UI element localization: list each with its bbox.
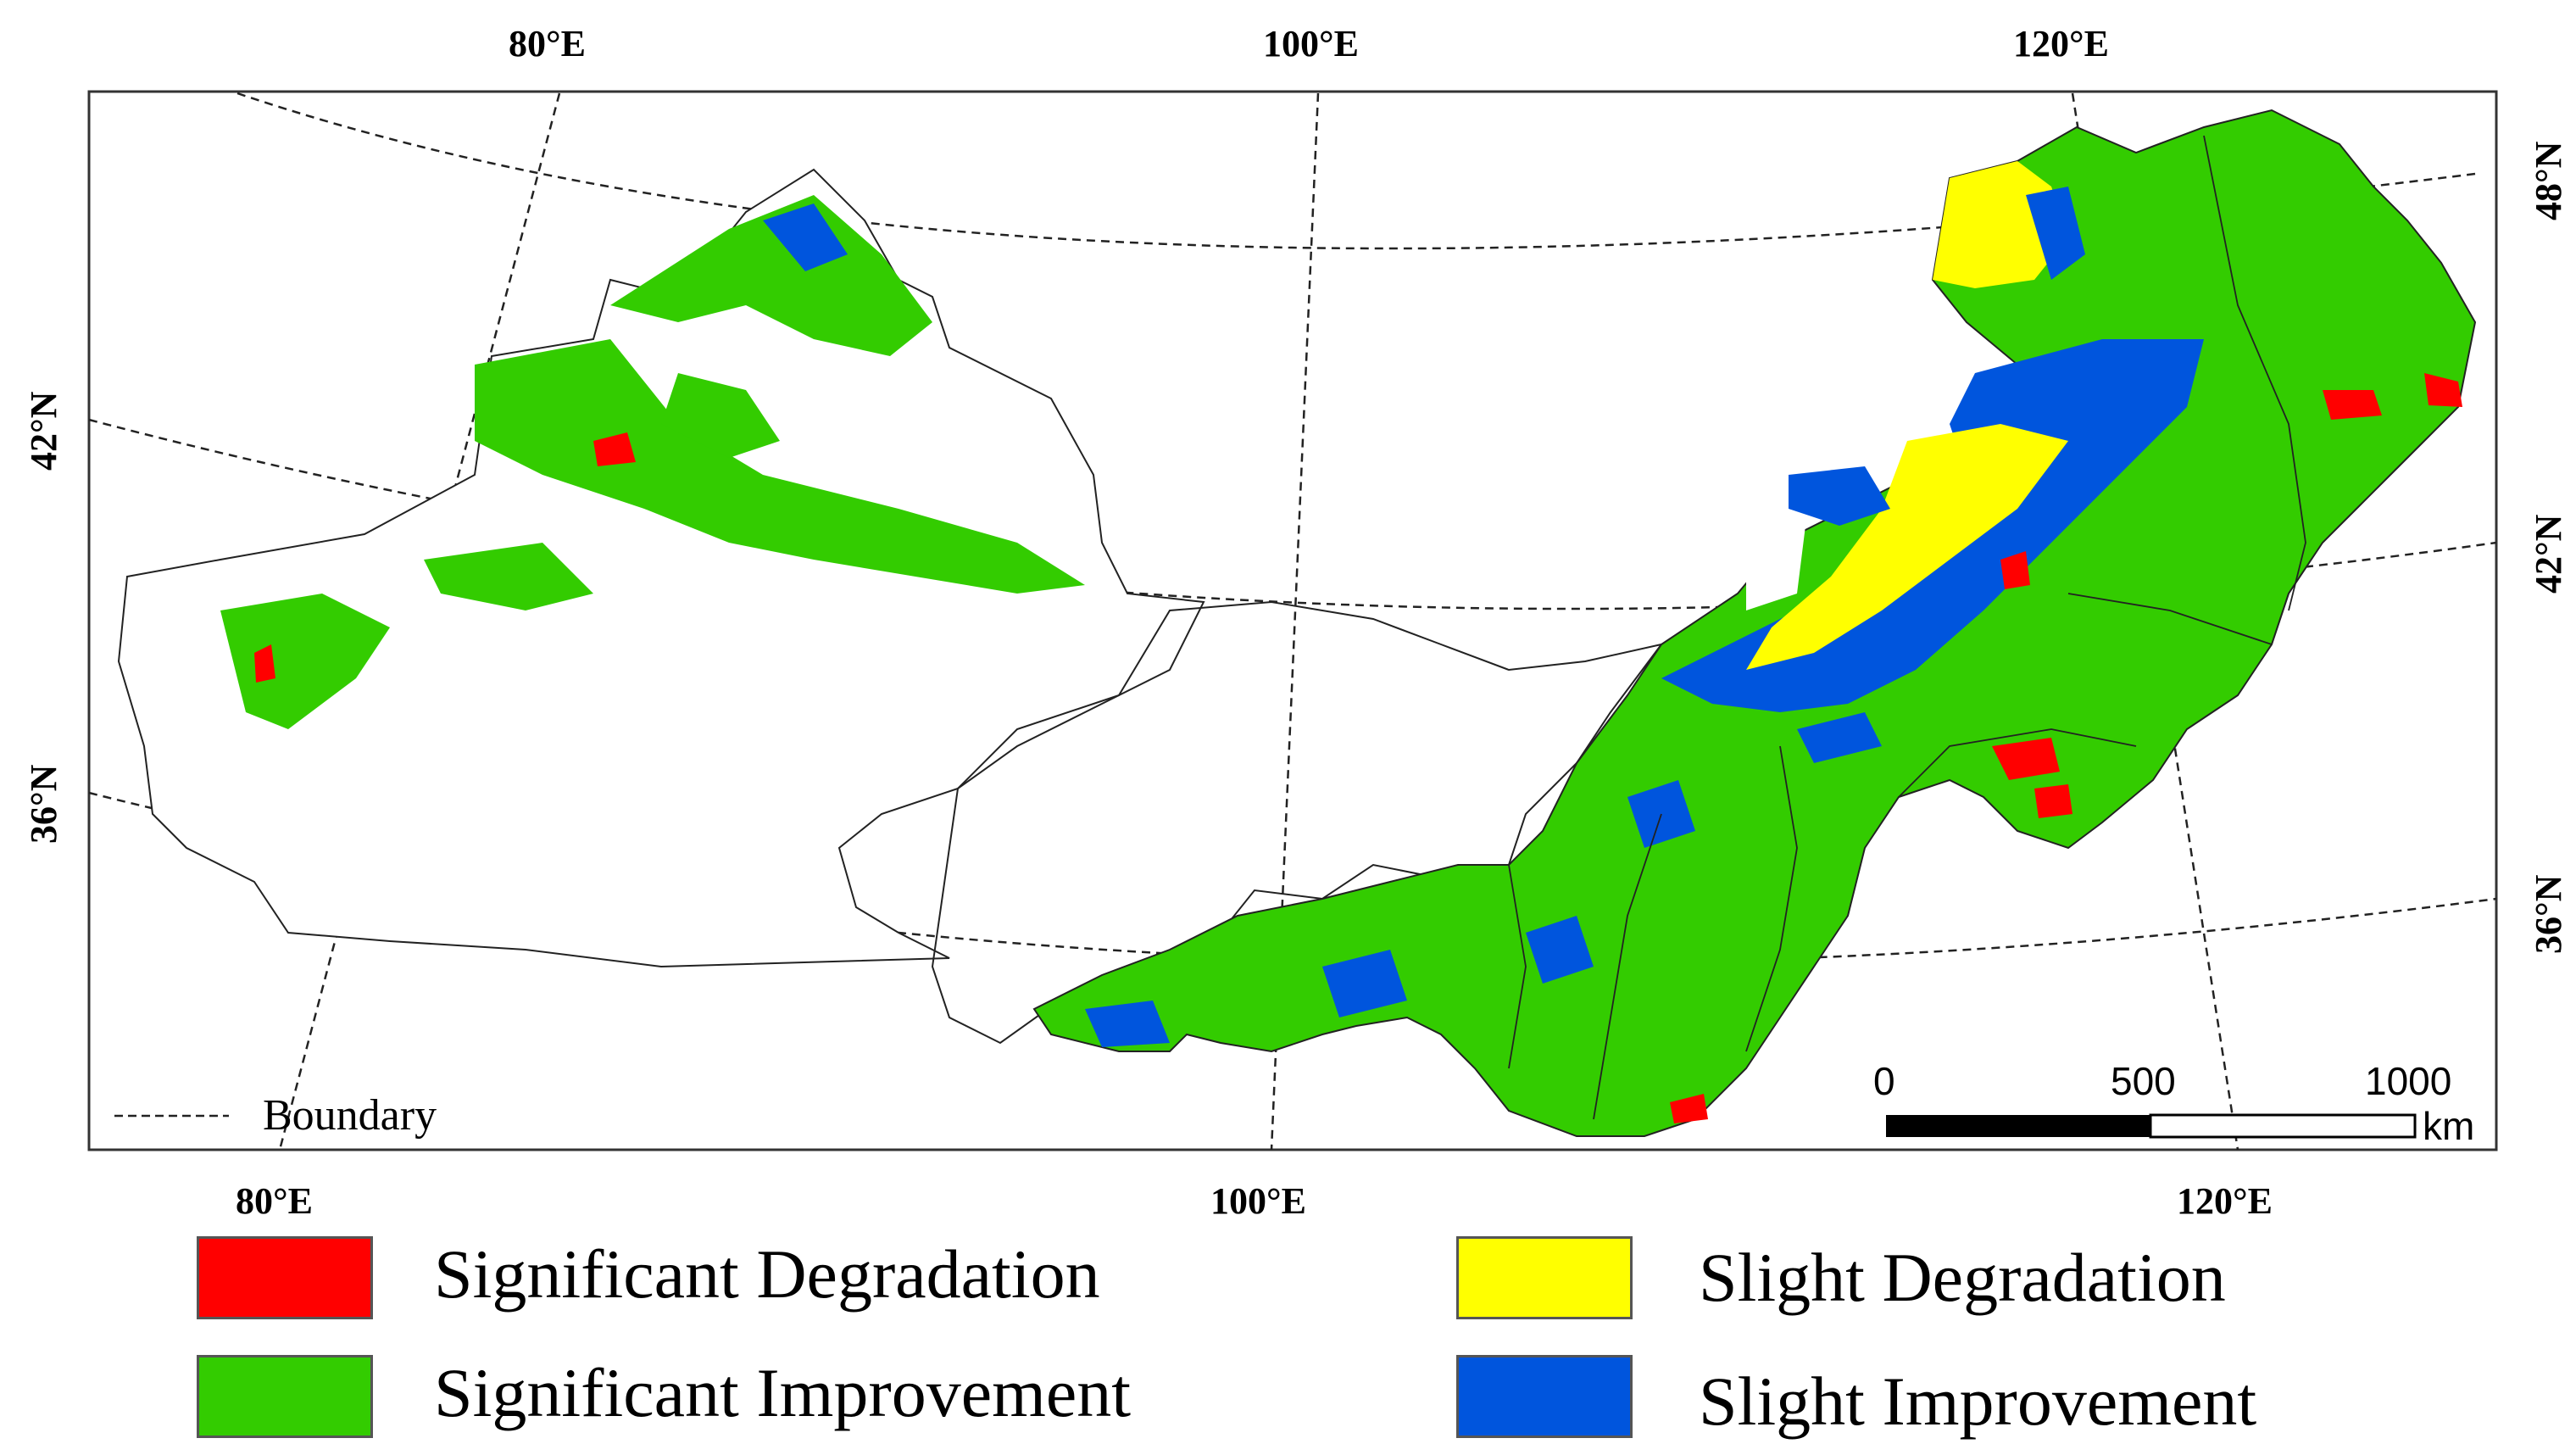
scale-unit: km (2423, 1104, 2475, 1148)
patch-white-1 (1746, 526, 1805, 610)
patch-yellow-band (1746, 424, 2068, 670)
patch-blue-south-2 (1322, 950, 1407, 1017)
patch-red-west-1 (593, 432, 636, 466)
patch-green-west-1 (475, 339, 1085, 594)
patch-red-east-1 (1992, 738, 2060, 780)
province-boundaries (1508, 135, 2306, 1120)
patch-red-east-4 (2424, 373, 2462, 407)
left-lat-36: 36°N (23, 764, 64, 844)
legend-label-significant-degradation: Significant Degradation (434, 1235, 1100, 1313)
right-lat-42: 42°N (2528, 514, 2569, 594)
scale-bar-black (1886, 1115, 2150, 1137)
east-region (1032, 109, 2477, 1137)
legend-swatch-slight-degradation (1456, 1236, 1633, 1319)
patch-red-west-2 (254, 644, 275, 683)
legend-label-significant-improvement: Significant Improvement (434, 1354, 1132, 1431)
left-lat-42: 42°N (23, 391, 64, 471)
patch-green-west-5 (424, 543, 593, 610)
legend-label-slight-degradation: Slight Degradation (1699, 1239, 2226, 1316)
patch-red-east-5 (2000, 551, 2030, 589)
patch-blue-ne-1 (2026, 187, 2085, 280)
top-lon-80: 80°E (509, 23, 586, 64)
top-lon-120: 120°E (2013, 23, 2109, 64)
patch-blue-east-1 (1797, 712, 1882, 763)
patch-green-west-2 (610, 195, 932, 356)
legend-swatch-slight-improvement (1456, 1355, 1633, 1438)
legend-label-slight-improvement: Slight Improvement (1699, 1363, 2257, 1440)
patch-red-east-6 (1670, 1094, 1708, 1123)
bottom-lon-100: 100°E (1210, 1180, 1306, 1222)
top-lon-100: 100°E (1263, 23, 1359, 64)
patch-green-west-3 (220, 594, 390, 729)
patch-red-east-2 (2034, 784, 2072, 818)
patch-blue-west-1 (763, 203, 848, 271)
patch-yellow-ne (1933, 161, 2068, 288)
patch-green-west-4 (661, 373, 780, 458)
west-region (117, 168, 1205, 968)
scale-bar (1886, 1113, 2417, 1139)
boundary-label: Boundary (263, 1091, 437, 1140)
right-lat-48: 48°N (2528, 141, 2569, 220)
scale-tick-0: 0 (1873, 1059, 1895, 1103)
bottom-lon-80: 80°E (236, 1180, 313, 1222)
scale-bar-white (2149, 1113, 2417, 1139)
legend-swatch-significant-degradation (197, 1236, 373, 1319)
patch-blue-south-3 (1085, 1001, 1170, 1047)
patch-blue-left (1789, 466, 1890, 526)
right-lat-36: 36°N (2528, 874, 2569, 954)
region-outline-west (117, 168, 1205, 968)
patch-blue-south-1 (1526, 916, 1594, 984)
scale-tick-500: 500 (2111, 1059, 2176, 1103)
bottom-lon-120: 120°E (2177, 1180, 2273, 1222)
scale-tick-1000: 1000 (2365, 1059, 2452, 1103)
patch-red-east-3 (2323, 390, 2382, 420)
legend-swatch-significant-improvement (197, 1355, 373, 1438)
